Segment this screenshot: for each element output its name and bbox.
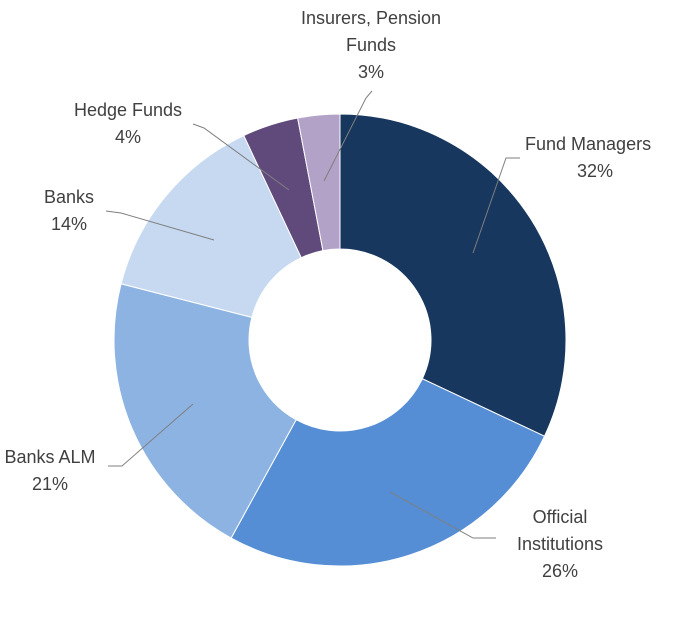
slice-name-label: Insurers, Pension [301,8,441,28]
slice-label-banks-alm: Banks ALM 21% [4,447,95,494]
slice-value-label: 3% [358,62,384,82]
slice-name-label: Funds [346,35,396,55]
slice-labels: Fund Managers 32% Official Institutions 26% B… [4,8,651,581]
slice-value-label: 32% [577,161,613,181]
slice-fund-managers [339,113,567,437]
slice-name-label: Fund Managers [525,134,651,154]
leader-line-insurers-pension-funds [323,90,373,182]
slice-name-label: Banks [44,187,94,207]
chart-slices [113,113,567,567]
slice-value-label: 14% [51,214,87,234]
slice-label-fund-managers: Fund Managers 32% [525,134,651,181]
slice-name-label: Banks ALM [4,447,95,467]
leader-line-hedge-funds [192,123,290,191]
slice-name-label: Official [533,507,588,527]
leader-line-fund-managers [472,157,520,254]
slice-official-institutions [230,378,546,567]
leader-lines [105,90,520,539]
slice-label-insurers-pension-funds: Insurers, Pension Funds 3% [301,8,441,82]
slice-banks-alm [113,283,297,539]
slice-banks [120,134,302,318]
slice-value-label: 21% [32,474,68,494]
slice-name-label: Institutions [517,534,603,554]
leader-line-banks-alm [108,403,194,467]
slice-value-label: 26% [542,561,578,581]
slice-name-label: Hedge Funds [74,100,182,120]
slice-label-official-institutions: Official Institutions 26% [517,507,603,581]
slice-value-label: 4% [115,127,141,147]
slice-label-hedge-funds: Hedge Funds 4% [74,100,182,147]
slice-insurers-pension-funds [297,113,341,252]
leader-line-banks [105,210,215,241]
slice-label-banks: Banks 14% [44,187,94,234]
leader-line-official-institutions [389,491,496,539]
